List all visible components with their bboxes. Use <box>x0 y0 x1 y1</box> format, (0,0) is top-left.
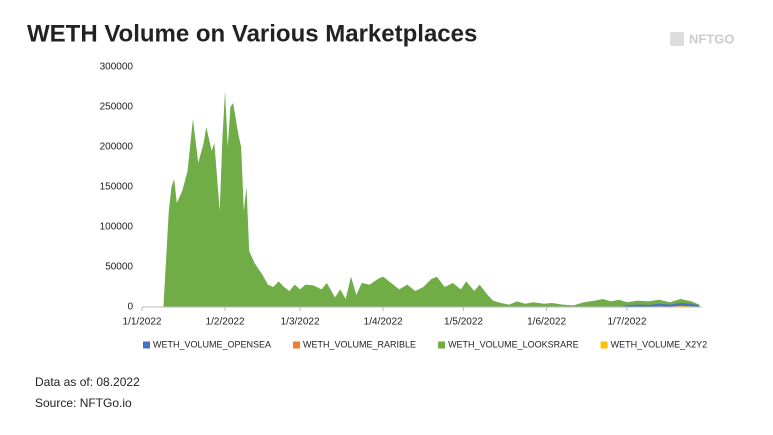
note: Data as of: 08.2022 <box>35 375 140 389</box>
legend-swatch <box>600 341 608 349</box>
legend-swatch <box>143 341 150 349</box>
x-tick-label: 1/5/2022 <box>444 317 483 328</box>
x-tick-label: 1/6/2022 <box>527 317 566 328</box>
legend-swatch <box>438 341 446 349</box>
x-tick-label: 1/3/2022 <box>281 317 320 328</box>
y-tick-label: 150000 <box>100 182 134 193</box>
legend-label: WETH_VOLUME_RARIBLE <box>303 339 416 349</box>
y-tick-label: 0 <box>127 302 133 313</box>
y-tick-label: 300000 <box>100 62 134 73</box>
legend-label: WETH_VOLUME_OPENSEA <box>153 339 271 349</box>
legend-label: WETH_VOLUME_X2Y2 <box>611 339 708 349</box>
logo: NFTGO <box>689 31 735 46</box>
source: Source: NFTGo.io <box>35 396 132 410</box>
legend-swatch <box>293 341 301 349</box>
x-tick-label: 1/4/2022 <box>364 317 403 328</box>
x-tick-label: 1/2/2022 <box>206 317 245 328</box>
y-tick-label: 200000 <box>100 142 134 153</box>
x-tick-label: 1/1/2022 <box>123 317 162 328</box>
legend-label: WETH_VOLUME_LOOKSRARE <box>448 339 579 349</box>
y-tick-label: 50000 <box>105 262 133 273</box>
y-tick-label: 100000 <box>100 222 134 233</box>
x-tick-label: 1/7/2022 <box>608 317 647 328</box>
logo-icon <box>670 32 684 46</box>
area <box>142 91 700 307</box>
y-tick-label: 250000 <box>100 102 134 113</box>
chart-title: WETH Volume on Various Marketplaces <box>27 20 477 47</box>
